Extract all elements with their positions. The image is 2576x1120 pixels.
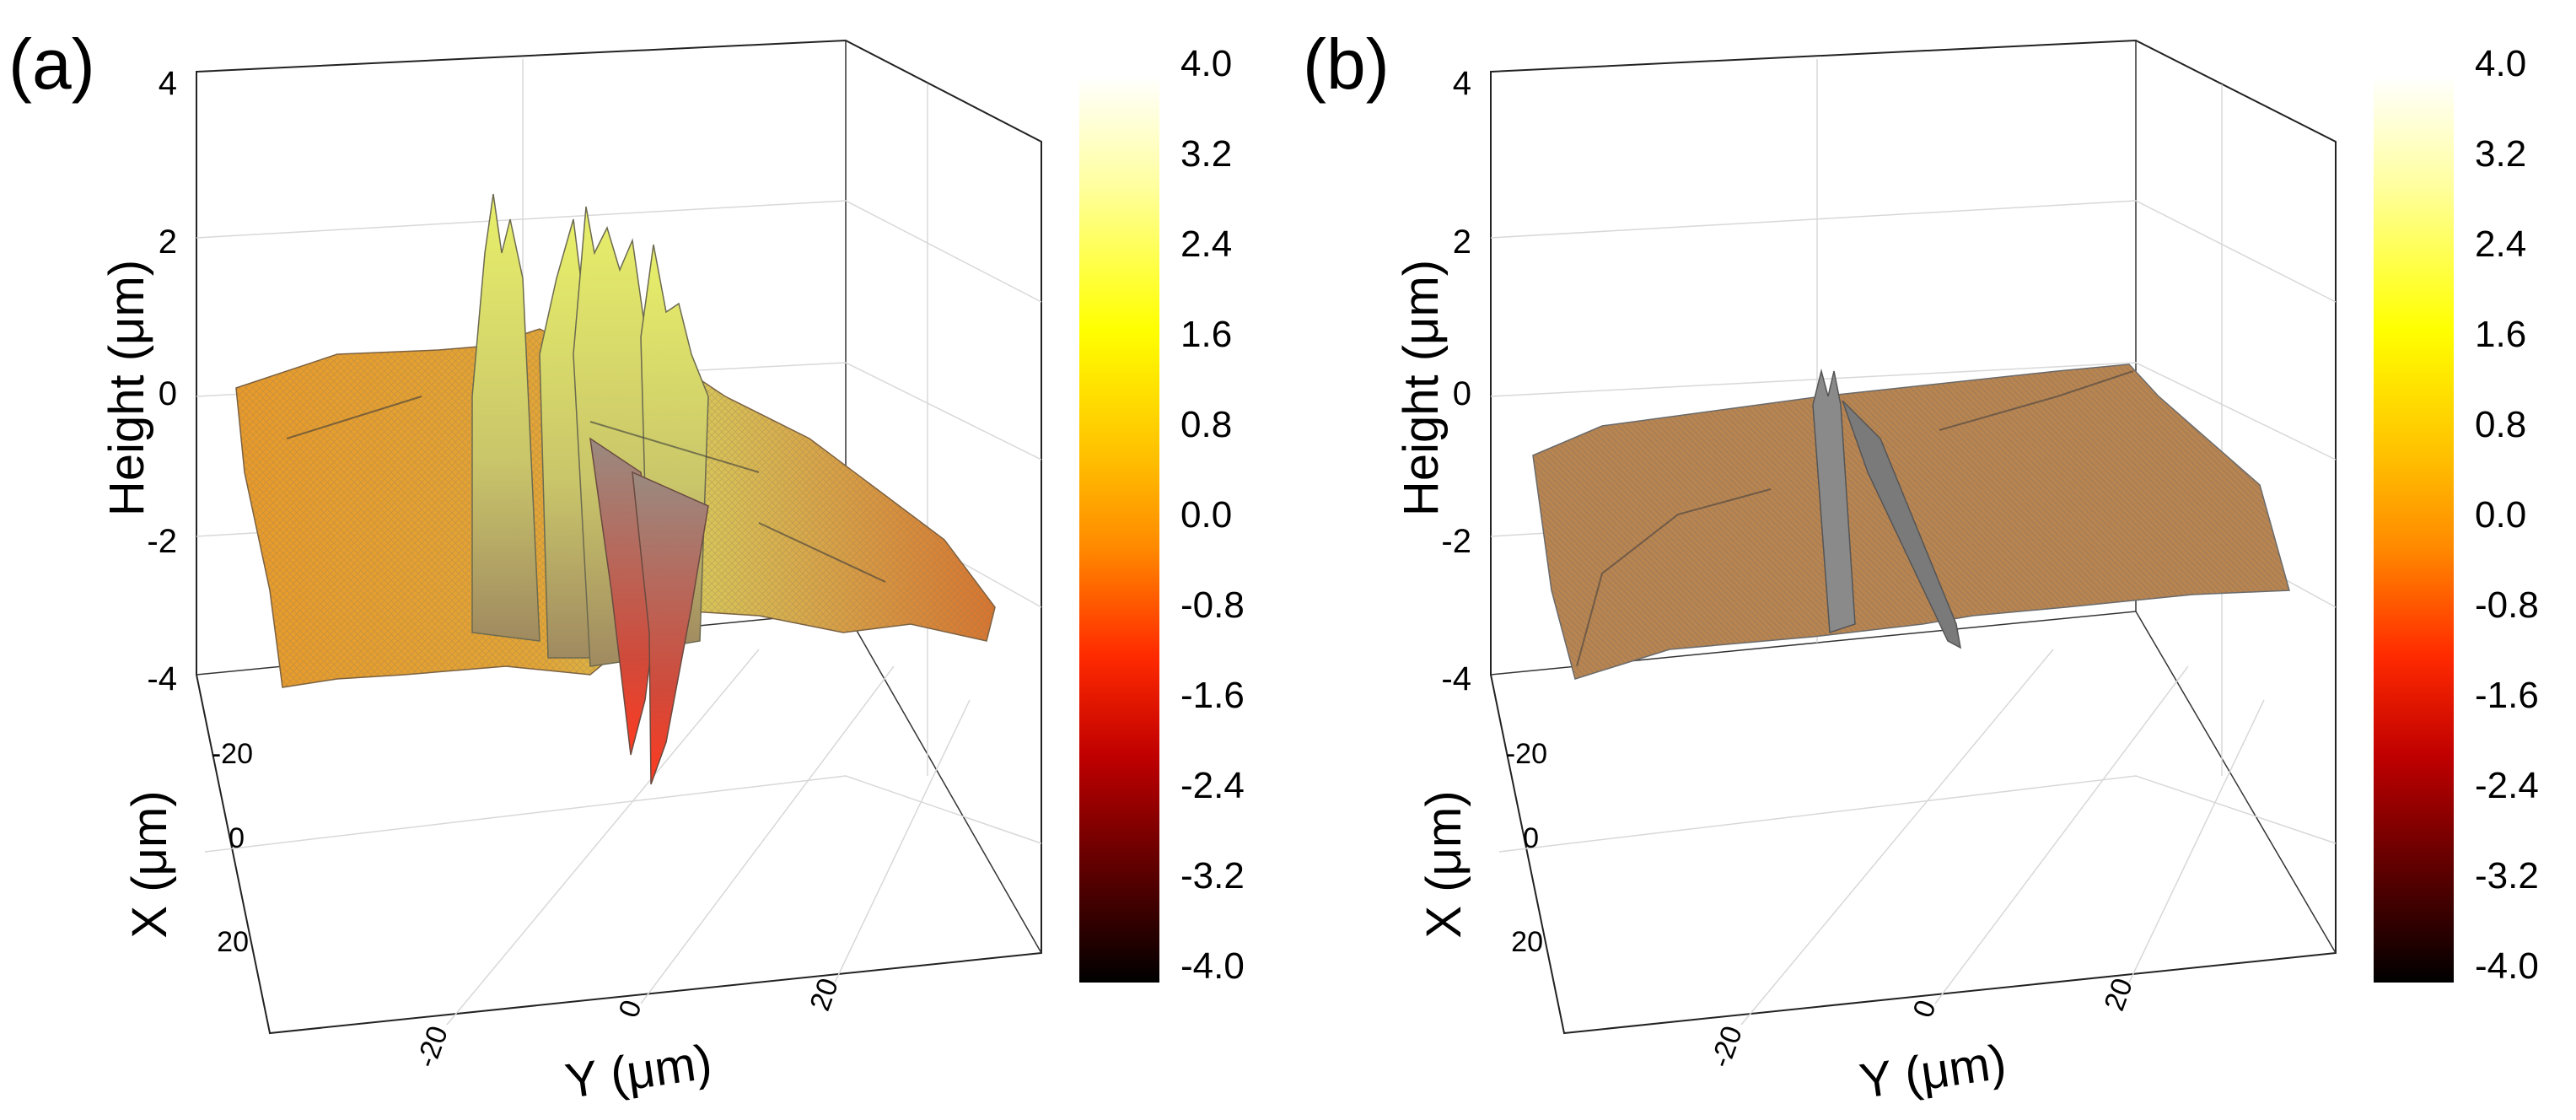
surface-a bbox=[235, 193, 996, 785]
y-axis-title: Y (μm) bbox=[1857, 1034, 2009, 1109]
y-tick-label: 0 bbox=[1907, 996, 1943, 1022]
z-tick-label: 0 bbox=[159, 375, 177, 412]
colorbar-tick-label: 4.0 bbox=[2475, 43, 2526, 84]
colorbar-tick-label: -3.2 bbox=[2475, 855, 2539, 897]
surface-a-peak-1 bbox=[471, 193, 540, 642]
y-axis-title: Y (μm) bbox=[562, 1034, 715, 1109]
surface-b-trough-1 bbox=[1842, 400, 1962, 649]
panel-label-b: (b) bbox=[1303, 24, 1390, 104]
y-tick-label: -20 bbox=[1704, 1022, 1749, 1072]
z-axis-title: Height (μm) bbox=[99, 260, 154, 516]
colorbar-tick-label: -1.6 bbox=[1180, 675, 1245, 716]
colorbar-tick-label: 0.0 bbox=[2475, 494, 2526, 536]
surface-a-trough-2 bbox=[632, 471, 709, 785]
colorbar-tick-label: 0.8 bbox=[1180, 404, 1232, 445]
z-tick-label: -2 bbox=[1441, 523, 1471, 560]
colorbar-b-gradient bbox=[2374, 76, 2454, 983]
y-axis-b: -20 0 20 Y (μm) bbox=[1704, 974, 2139, 1109]
y-tick-label: 20 bbox=[2098, 974, 2139, 1015]
colorbar-tick-label: -2.4 bbox=[2475, 765, 2539, 806]
colorbar-tick-label: 4.0 bbox=[1180, 43, 1232, 84]
x-axis-title: X (μm) bbox=[1417, 790, 1471, 938]
panel-b: (b) 4 2 0 -2 bbox=[1303, 24, 2539, 1109]
colorbar-tick-label: 2.4 bbox=[2475, 223, 2526, 265]
z-tick-label: -4 bbox=[147, 660, 177, 697]
colorbar-tick-label: 0.8 bbox=[2475, 404, 2526, 445]
colorbar-a-gradient bbox=[1079, 76, 1159, 983]
colorbar-a: 4.0 3.2 2.4 1.6 0.8 0.0 -0.8 -1.6 -2.4 -… bbox=[1079, 43, 1245, 987]
x-tick-label: -20 bbox=[212, 738, 253, 770]
z-axis-b: 4 2 0 -2 -4 Height (μm) bbox=[1394, 65, 1471, 697]
y-tick-label: -20 bbox=[410, 1022, 454, 1072]
z-axis-title: Height (μm) bbox=[1394, 260, 1449, 516]
colorbar-tick-label: -4.0 bbox=[1180, 945, 1245, 987]
x-tick-label: 0 bbox=[229, 822, 245, 854]
x-tick-label: 20 bbox=[1511, 926, 1543, 958]
z-tick-label: 4 bbox=[159, 65, 177, 102]
y-tick-label: 0 bbox=[613, 996, 648, 1022]
z-tick-label: -4 bbox=[1441, 660, 1471, 697]
panel-a: (a) bbox=[8, 24, 1245, 1109]
colorbar-tick-label: 3.2 bbox=[2475, 133, 2526, 175]
colorbar-tick-label: -4.0 bbox=[2475, 945, 2539, 987]
z-tick-label: 0 bbox=[1453, 375, 1471, 412]
colorbar-tick-label: -2.4 bbox=[1180, 765, 1245, 806]
colorbar-tick-label: 1.6 bbox=[2475, 314, 2526, 355]
x-tick-label: 20 bbox=[217, 926, 249, 958]
colorbar-tick-label: 1.6 bbox=[1180, 314, 1232, 355]
x-axis-title: X (μm) bbox=[122, 790, 177, 938]
z-tick-label: 2 bbox=[1453, 223, 1471, 261]
y-tick-label: 20 bbox=[804, 974, 845, 1015]
x-tick-label: 0 bbox=[1523, 822, 1539, 854]
colorbar-tick-label: -3.2 bbox=[1180, 855, 1245, 897]
x-axis-a: -20 0 20 X (μm) bbox=[122, 738, 253, 958]
x-tick-label: -20 bbox=[1506, 738, 1547, 770]
z-tick-label: 2 bbox=[159, 223, 177, 261]
surface-b-peak-1 bbox=[1812, 369, 1856, 634]
z-tick-label: 4 bbox=[1453, 65, 1471, 102]
panel-label-a: (a) bbox=[8, 24, 95, 104]
colorbar-tick-label: 0.0 bbox=[1180, 494, 1232, 536]
y-axis-a: -20 0 20 Y (μm) bbox=[410, 974, 845, 1109]
z-axis-a: 4 2 0 -2 -4 Height (μm) bbox=[99, 65, 177, 697]
z-tick-label: -2 bbox=[147, 523, 177, 560]
colorbar-tick-label: -0.8 bbox=[1180, 584, 1245, 626]
colorbar-tick-label: 3.2 bbox=[1180, 133, 1232, 175]
x-axis-b: -20 0 20 X (μm) bbox=[1417, 738, 1547, 958]
colorbar-b: 4.0 3.2 2.4 1.6 0.8 0.0 -0.8 -1.6 -2.4 -… bbox=[2374, 43, 2539, 987]
colorbar-tick-label: 2.4 bbox=[1180, 223, 1232, 265]
surface-b bbox=[1532, 363, 2290, 680]
colorbar-tick-label: -0.8 bbox=[2475, 584, 2539, 626]
colorbar-tick-label: -1.6 bbox=[2475, 675, 2539, 716]
